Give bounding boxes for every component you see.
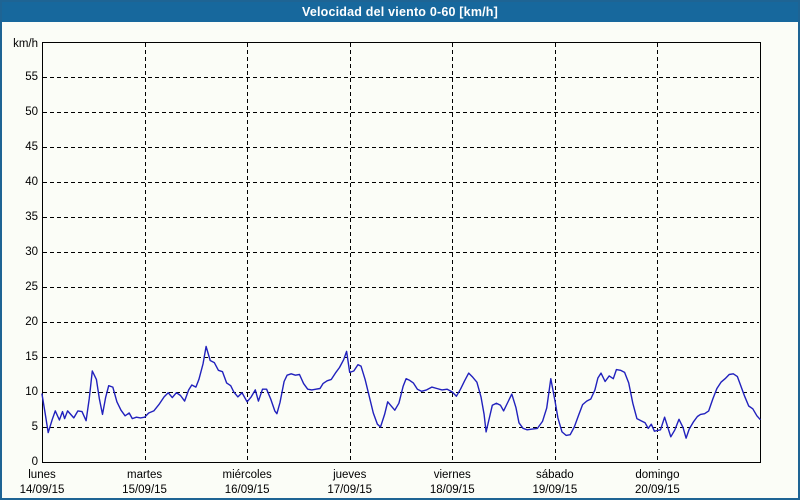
y-tick-label: 45	[25, 140, 38, 153]
x-day-name: viernes	[433, 469, 471, 481]
x-tick-label: lunes 14/09/15	[2, 468, 97, 498]
x-day-name: domingo	[635, 469, 680, 481]
x-tick-label: miércoles 16/09/15	[192, 468, 302, 498]
x-day-name: lunes	[28, 469, 56, 481]
y-tick-label: 15	[25, 350, 38, 363]
x-tick-label: martes 15/09/15	[90, 468, 200, 498]
y-tick-label: 0	[31, 455, 38, 468]
chart-title: Velocidad del viento 0-60 [km/h]	[2, 2, 798, 22]
x-day-name: sábado	[535, 469, 574, 481]
y-tick-label: 50	[25, 105, 38, 118]
x-tick-label: sábado 19/09/15	[500, 468, 610, 498]
y-axis-unit-label: km/h	[13, 38, 38, 50]
x-day-date: 17/09/15	[327, 484, 373, 496]
x-day-date: 16/09/15	[224, 484, 270, 496]
y-tick-label: 10	[25, 385, 38, 398]
y-tick-label: 25	[25, 280, 38, 293]
x-day-date: 14/09/15	[19, 484, 65, 496]
y-tick-label: 40	[25, 175, 38, 188]
x-tick-label: viernes 18/09/15	[397, 468, 507, 498]
x-day-date: 20/09/15	[635, 484, 680, 496]
x-tick-label: domingo 20/09/15	[602, 468, 712, 498]
wind-speed-line	[41, 345, 761, 439]
x-day-name: jueves	[333, 469, 367, 481]
y-tick-label: 30	[25, 245, 38, 258]
x-day-date: 19/09/15	[532, 484, 578, 496]
y-tick-label: 55	[25, 70, 38, 83]
y-tick-label: 20	[25, 315, 38, 328]
plot-border	[42, 42, 761, 463]
x-day-name: martes	[126, 469, 163, 481]
x-day-name: miércoles	[222, 469, 272, 481]
y-tick-label: 35	[25, 210, 38, 223]
x-day-date: 15/09/15	[122, 484, 167, 496]
x-day-date: 18/09/15	[429, 484, 475, 496]
x-tick-label: jueves 17/09/15	[295, 468, 405, 498]
y-tick-label: 5	[31, 420, 38, 433]
